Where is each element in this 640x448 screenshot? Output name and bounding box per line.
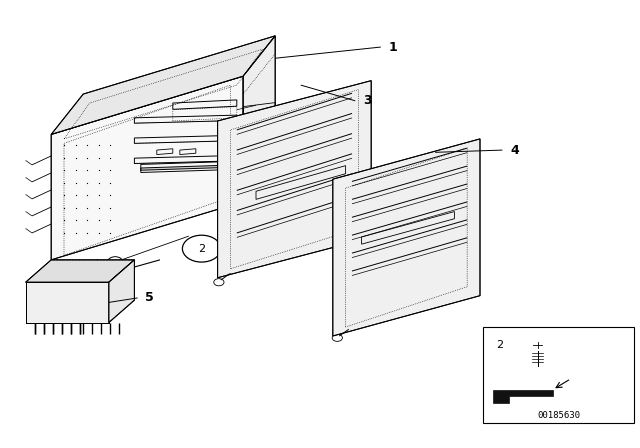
Circle shape <box>182 235 221 262</box>
Polygon shape <box>51 36 275 134</box>
Circle shape <box>195 134 207 142</box>
Circle shape <box>111 149 139 169</box>
Text: 5: 5 <box>145 291 154 305</box>
Polygon shape <box>218 81 371 278</box>
Circle shape <box>174 134 186 142</box>
Polygon shape <box>141 165 237 170</box>
Text: 1: 1 <box>388 40 397 54</box>
Polygon shape <box>493 390 553 403</box>
Polygon shape <box>109 260 134 323</box>
Circle shape <box>362 221 387 239</box>
Polygon shape <box>333 139 480 336</box>
Polygon shape <box>26 260 134 282</box>
Polygon shape <box>51 76 243 260</box>
Circle shape <box>153 134 164 142</box>
Text: 3: 3 <box>363 94 371 108</box>
Text: 4: 4 <box>510 143 519 157</box>
Text: 2: 2 <box>198 244 205 254</box>
Polygon shape <box>243 36 275 202</box>
Circle shape <box>248 185 276 205</box>
Circle shape <box>116 153 133 165</box>
Bar <box>483 327 634 423</box>
Text: 00185630: 00185630 <box>537 411 580 420</box>
Polygon shape <box>26 282 109 323</box>
Text: 2: 2 <box>496 340 503 350</box>
